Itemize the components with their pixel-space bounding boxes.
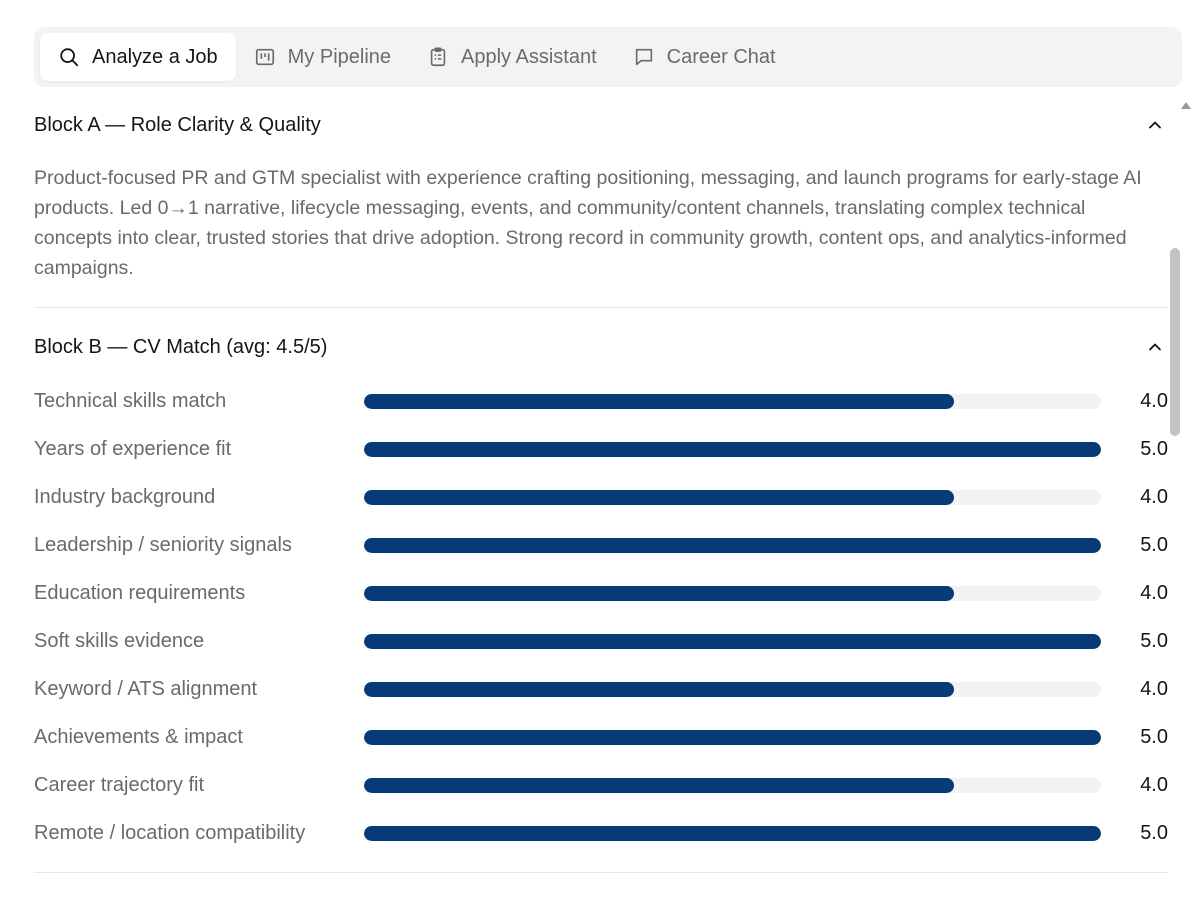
block-a-summary: Product-focused PR and GTM specialist wi… [34, 167, 1142, 279]
score-row: Career trajectory fit 4.0 [34, 761, 1168, 809]
divider [34, 872, 1168, 873]
chat-icon [633, 46, 655, 68]
scroll-up-arrow-icon[interactable] [1181, 102, 1191, 109]
score-bar [364, 585, 1101, 601]
score-label: Soft skills evidence [34, 629, 205, 652]
score-bar [364, 441, 1101, 457]
score-bar [364, 681, 1101, 697]
score-label: Career trajectory fit [34, 773, 205, 796]
tab-bar: Analyze a Job My Pipeline Apply Assistan… [34, 27, 1182, 87]
score-bar-fill [364, 777, 954, 793]
score-bar-fill [364, 537, 1101, 553]
score-bar-fill [364, 441, 1101, 457]
divider [34, 307, 1168, 308]
score-bar [364, 825, 1101, 841]
score-label: Leadership / seniority signals [34, 533, 292, 556]
score-value: 5.0 [1140, 725, 1168, 748]
tab-label: My Pipeline [287, 45, 392, 68]
score-bar [364, 777, 1101, 793]
score-value: 5.0 [1140, 533, 1168, 556]
score-value: 4.0 [1140, 389, 1168, 412]
analysis-content: Block A — Role Clarity & Quality Product… [34, 100, 1168, 900]
score-value: 4.0 [1140, 677, 1168, 700]
score-bar-fill [364, 393, 954, 409]
score-label: Technical skills match [34, 389, 227, 412]
score-bar-fill [364, 633, 1101, 649]
score-row: Achievements & impact 5.0 [34, 713, 1168, 761]
score-bar-fill [364, 681, 954, 697]
tab-my-pipeline[interactable]: My Pipeline [236, 33, 409, 81]
score-bar [364, 633, 1101, 649]
block-a-header[interactable]: Block A — Role Clarity & Quality [34, 100, 1168, 150]
score-label: Education requirements [34, 581, 246, 604]
tab-label: Career Chat [666, 45, 776, 68]
tab-apply-assistant[interactable]: Apply Assistant [409, 33, 615, 81]
score-value: 4.0 [1140, 581, 1168, 604]
score-bar-fill [364, 585, 954, 601]
score-label: Remote / location compatibility [34, 821, 306, 844]
tab-career-chat[interactable]: Career Chat [615, 33, 794, 81]
block-b-header[interactable]: Block B — CV Match (avg: 4.5/5) [34, 322, 1168, 372]
score-value: 5.0 [1140, 821, 1168, 844]
chevron-up-icon[interactable] [1144, 336, 1166, 358]
score-value: 5.0 [1140, 437, 1168, 460]
score-row: Years of experience fit 5.0 [34, 425, 1168, 473]
score-value: 4.0 [1140, 773, 1168, 796]
clipboard-icon [427, 46, 449, 68]
pipeline-icon [254, 46, 276, 68]
score-label: Keyword / ATS alignment [34, 677, 258, 700]
tab-analyze-a-job[interactable]: Analyze a Job [40, 33, 236, 81]
tab-label: Analyze a Job [92, 45, 218, 68]
score-label: Achievements & impact [34, 725, 243, 748]
score-bar [364, 537, 1101, 553]
tab-label: Apply Assistant [461, 45, 597, 68]
score-bar [364, 489, 1101, 505]
score-bar-fill [364, 729, 1101, 745]
score-label: Years of experience fit [34, 437, 232, 460]
score-bar-fill [364, 489, 954, 505]
block-b-title: Block B — CV Match (avg: 4.5/5) [34, 335, 328, 358]
scrollbar-thumb[interactable] [1170, 248, 1180, 436]
score-bar-fill [364, 825, 1101, 841]
score-row: Technical skills match 4.0 [34, 377, 1168, 425]
score-bar [364, 729, 1101, 745]
score-row: Keyword / ATS alignment 4.0 [34, 665, 1168, 713]
chevron-up-icon[interactable] [1144, 114, 1166, 136]
score-row: Remote / location compatibility 5.0 [34, 809, 1168, 857]
score-label: Industry background [34, 485, 216, 508]
search-icon [58, 46, 80, 68]
block-a-title: Block A — Role Clarity & Quality [34, 113, 321, 136]
score-value: 4.0 [1140, 485, 1168, 508]
score-value: 5.0 [1140, 629, 1168, 652]
score-row: Soft skills evidence 5.0 [34, 617, 1168, 665]
score-row: Leadership / seniority signals 5.0 [34, 521, 1168, 569]
score-row: Industry background 4.0 [34, 473, 1168, 521]
score-row: Education requirements 4.0 [34, 569, 1168, 617]
score-bar [364, 393, 1101, 409]
